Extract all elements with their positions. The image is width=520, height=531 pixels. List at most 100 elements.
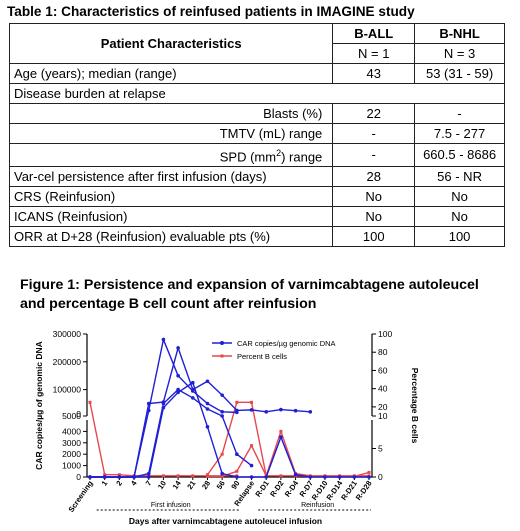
bcell-series-1-point [191,474,195,478]
car-series-4-point [102,475,107,479]
bcell-series-1-point [161,474,165,478]
y-tick-label: 300000 [53,329,82,339]
bcell-series-3-point [250,444,254,448]
x-tick-label: 21 [185,479,197,491]
table-header-row: Patient Characteristics B-ALL B-NHL [8,23,505,64]
header-n-ball: N = 1 [332,43,416,64]
superscript: 2 [276,148,282,158]
y2-tick-label: 40 [378,384,388,394]
bcell-series-1-point [103,473,107,477]
y2-tick-label: 0 [378,472,383,482]
car-series-3-point [293,408,298,413]
table-row: CRS (Reinfusion) No No [8,186,505,208]
car-series-3-point [176,346,180,350]
table-row: Blasts (%) 22 - [8,103,505,124]
car-series-2-point [161,337,166,342]
bcell-series-3-point [279,429,283,433]
car-series-4-point [88,475,92,479]
first-infusion-label: First infusion [151,502,191,509]
car-series-4-point [323,475,327,479]
header-n-bnhl: N = 3 [414,43,505,64]
car-series-3-point [146,401,151,406]
car-series-4-point [176,390,180,395]
y-tick-label: 3000 [62,438,81,448]
x-tick-label: 56 [215,479,227,491]
car-series-2-point [220,410,224,414]
bcell-series-1-point [88,400,92,404]
row-label: SPD (mm2) range [8,142,334,168]
y2-axis-title: Percentage B cells [410,368,420,444]
car-series-4-point [308,475,313,479]
legend-bcell-marker [220,354,224,358]
bcell-series-2-point [205,473,209,477]
car-series-1-line [90,388,252,478]
car-series-4-point [249,475,254,479]
car-series-2-point [176,373,180,378]
bcell-series-2-point [220,452,224,456]
y-tick-label: 200000 [53,357,82,367]
row-label: TMTV (mL) range [8,123,334,144]
car-series-1-point [176,387,180,392]
bcell-series-2-point [279,474,283,478]
legend-bcell-label: Percent B cells [237,352,287,361]
x-tick-label: 2 [114,479,124,488]
car-series-3-point [220,393,224,397]
x-tick-label: 28 [200,479,212,491]
x-tick-label: 10 [156,479,168,491]
car-series-4-point [352,475,357,479]
car-series-1-point [235,452,239,456]
header-label: Patient Characteristics [8,23,334,64]
y2-tick-label: 80 [378,347,388,357]
x-axis-title: Days after varnimcabtagene autoleucel in… [129,516,322,526]
legend-car-marker [220,341,224,345]
y2-tick-label: 20 [378,402,388,412]
figure-title: Figure 1: Persistence and expansion of v… [20,277,479,312]
y2-tick-label: 10 [378,411,388,421]
bcell-series-2-point [250,400,254,404]
table-row: Var-cel persistence after first infusion… [8,166,505,188]
y-tick-label: 1000 [62,461,81,471]
table-row: ORR at D+28 (Reinfusion) evaluable pts (… [8,226,505,248]
table-row: TMTV (mL) range - 7.5 - 277 [8,123,505,144]
car-series-4-point [146,475,151,479]
car-series-3-point [205,379,210,384]
x-tick-label: R-D4 [283,478,301,498]
row-label: Age (years); median (range) [8,63,334,84]
legend-car-label: CAR copies/µg genomic DNA [237,339,336,348]
car-series-4-point [337,475,342,479]
y2-tick-label: 60 [378,365,388,375]
header-col-ball: B-ALL [332,23,416,44]
cell-bnhl: - [414,103,505,124]
car-series-3-point [279,407,283,412]
table-row: Disease burden at relapse [9,83,505,104]
cell-ball: 28 [332,166,416,188]
x-tick-label: R-D1 [253,479,270,499]
cell-bnhl: 53 (31 - 59) [414,63,505,84]
table-title: Table 1: Characteristics of reinfused pa… [7,4,415,19]
car-series-3-point [235,408,239,413]
car-series-4-point [117,475,122,479]
cell-bnhl: 7.5 - 277 [414,123,505,144]
x-tick-label: 1 [100,479,110,488]
car-series-1-point [190,396,195,400]
row-label: ICANS (Reinfusion) [8,206,334,228]
cell-ball: - [332,123,416,144]
chart-axes [83,333,376,511]
row-label: Var-cel persistence after first infusion… [8,166,334,188]
x-tick-label: 4 [129,478,139,487]
row-label: Blasts (%) [8,103,334,124]
cell-ball: No [332,186,416,208]
car-series-1-point [220,414,224,418]
row-label: ORR at D+28 (Reinfusion) evaluable pts (… [8,226,334,248]
cell-ball: 43 [332,63,416,84]
cell-bnhl: No [414,206,505,228]
header-col-bnhl: B-NHL [414,23,505,44]
y-tick-label: 4000 [62,426,81,436]
car-series-4-line [90,381,369,478]
x-tick-label: Screening [66,479,94,514]
car-series-4-point [190,380,195,385]
y-tick-label: 5000 [62,411,81,421]
car-series-4-point [205,425,210,429]
car-series-4-point [367,475,371,479]
x-tick-label: 7 [144,479,154,488]
